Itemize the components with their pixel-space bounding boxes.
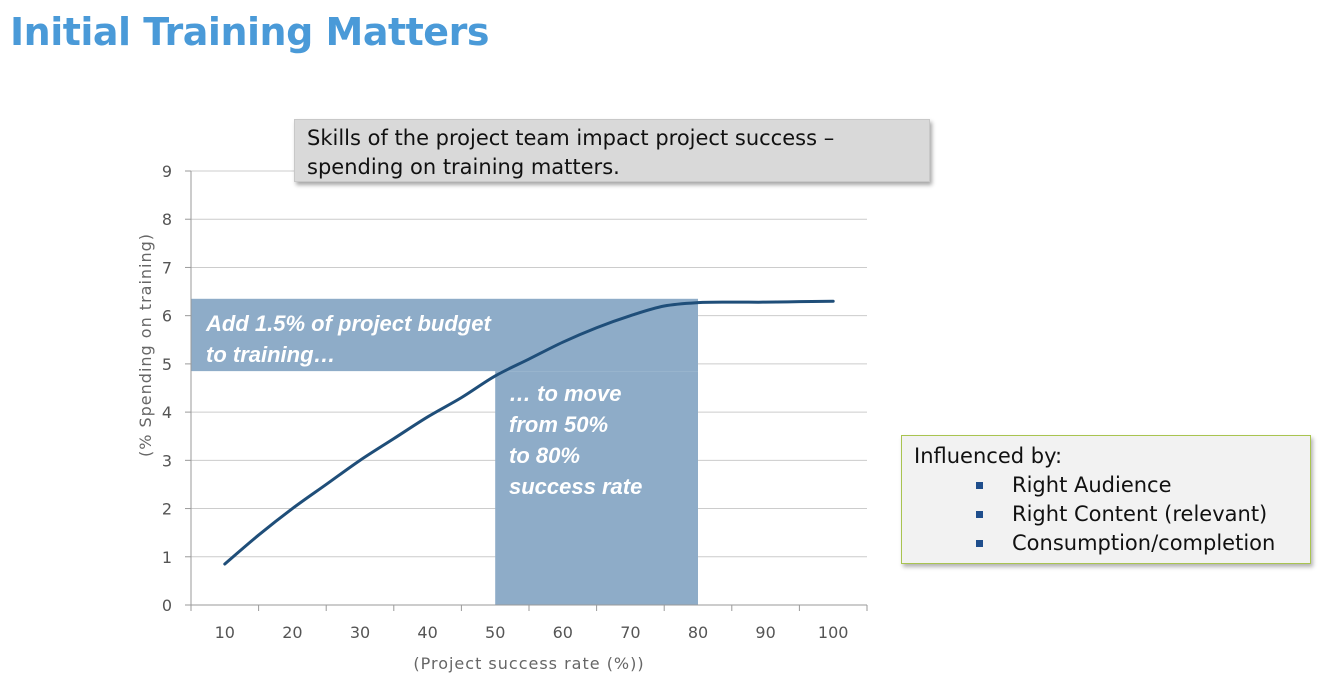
influence-list: Right Audience Right Content (relevant) …: [914, 471, 1298, 558]
y-tick-labels: 0 1 2 3 4 5 6 7 8 9: [162, 162, 191, 615]
y-tick-label: 8: [162, 210, 172, 229]
callout-line-2: spending on training matters.: [307, 155, 620, 179]
y-tick-label: 9: [162, 162, 172, 181]
x-tick-label: 100: [818, 623, 849, 642]
x-tick-label: 70: [620, 623, 640, 642]
x-tick-label: 60: [553, 623, 573, 642]
bullet-icon: [976, 482, 983, 489]
influence-item: Right Audience: [976, 471, 1298, 500]
x-tick-labels: 10 20 30 40 50 60 70 80 90 100: [190, 605, 868, 642]
influence-box: Influenced by: Right Audience Right Cont…: [901, 435, 1311, 564]
y-tick-label: 3: [162, 451, 172, 470]
annotation-left-line-1: Add 1.5% of project budget: [205, 311, 492, 336]
annotation-right-line-1: … to move: [509, 381, 621, 406]
y-tick-label: 0: [162, 596, 172, 615]
highlight-band: [191, 298, 698, 372]
x-axis-label: (Project success rate (%)): [413, 654, 644, 673]
x-tick-label: 30: [350, 623, 370, 642]
influence-item-label: Consumption/completion: [1012, 531, 1276, 555]
x-tick-label: 90: [755, 623, 775, 642]
bullet-icon: [976, 511, 983, 518]
highlight-bands: [191, 298, 698, 605]
influence-item-label: Right Audience: [1012, 473, 1172, 497]
y-tick-label: 1: [162, 548, 172, 567]
series-line: [223, 299, 835, 566]
page-title: Initial Training Matters: [10, 10, 489, 54]
bullet-icon: [976, 540, 983, 547]
influence-item-label: Right Content (relevant): [1012, 502, 1268, 526]
annotation-right-line-2: from 50%: [509, 412, 608, 437]
annotation-right-line-3: to 80%: [509, 443, 580, 468]
callout-box: Skills of the project team impact projec…: [294, 119, 930, 182]
x-tick-label: 10: [215, 623, 235, 642]
x-tick-label: 80: [688, 623, 708, 642]
x-tick-label: 50: [485, 623, 505, 642]
influence-heading: Influenced by:: [914, 444, 1063, 468]
x-tick-label: 20: [282, 623, 302, 642]
callout-line-1: Skills of the project team impact projec…: [307, 126, 835, 150]
y-tick-label: 7: [162, 258, 172, 277]
highlight-band: [495, 371, 698, 605]
influence-item: Right Content (relevant): [976, 500, 1298, 529]
influence-item: Consumption/completion: [976, 529, 1298, 558]
y-tick-label: 5: [162, 355, 172, 374]
y-tick-label: 2: [162, 500, 172, 519]
y-tick-label: 6: [162, 307, 172, 326]
annotation-right-line-4: success rate: [509, 474, 642, 499]
y-axis-label: (% Spending on training): [136, 233, 155, 457]
x-tick-label: 40: [417, 623, 437, 642]
annotation-left-line-2: to training…: [206, 342, 336, 367]
y-tick-label: 4: [162, 403, 172, 422]
